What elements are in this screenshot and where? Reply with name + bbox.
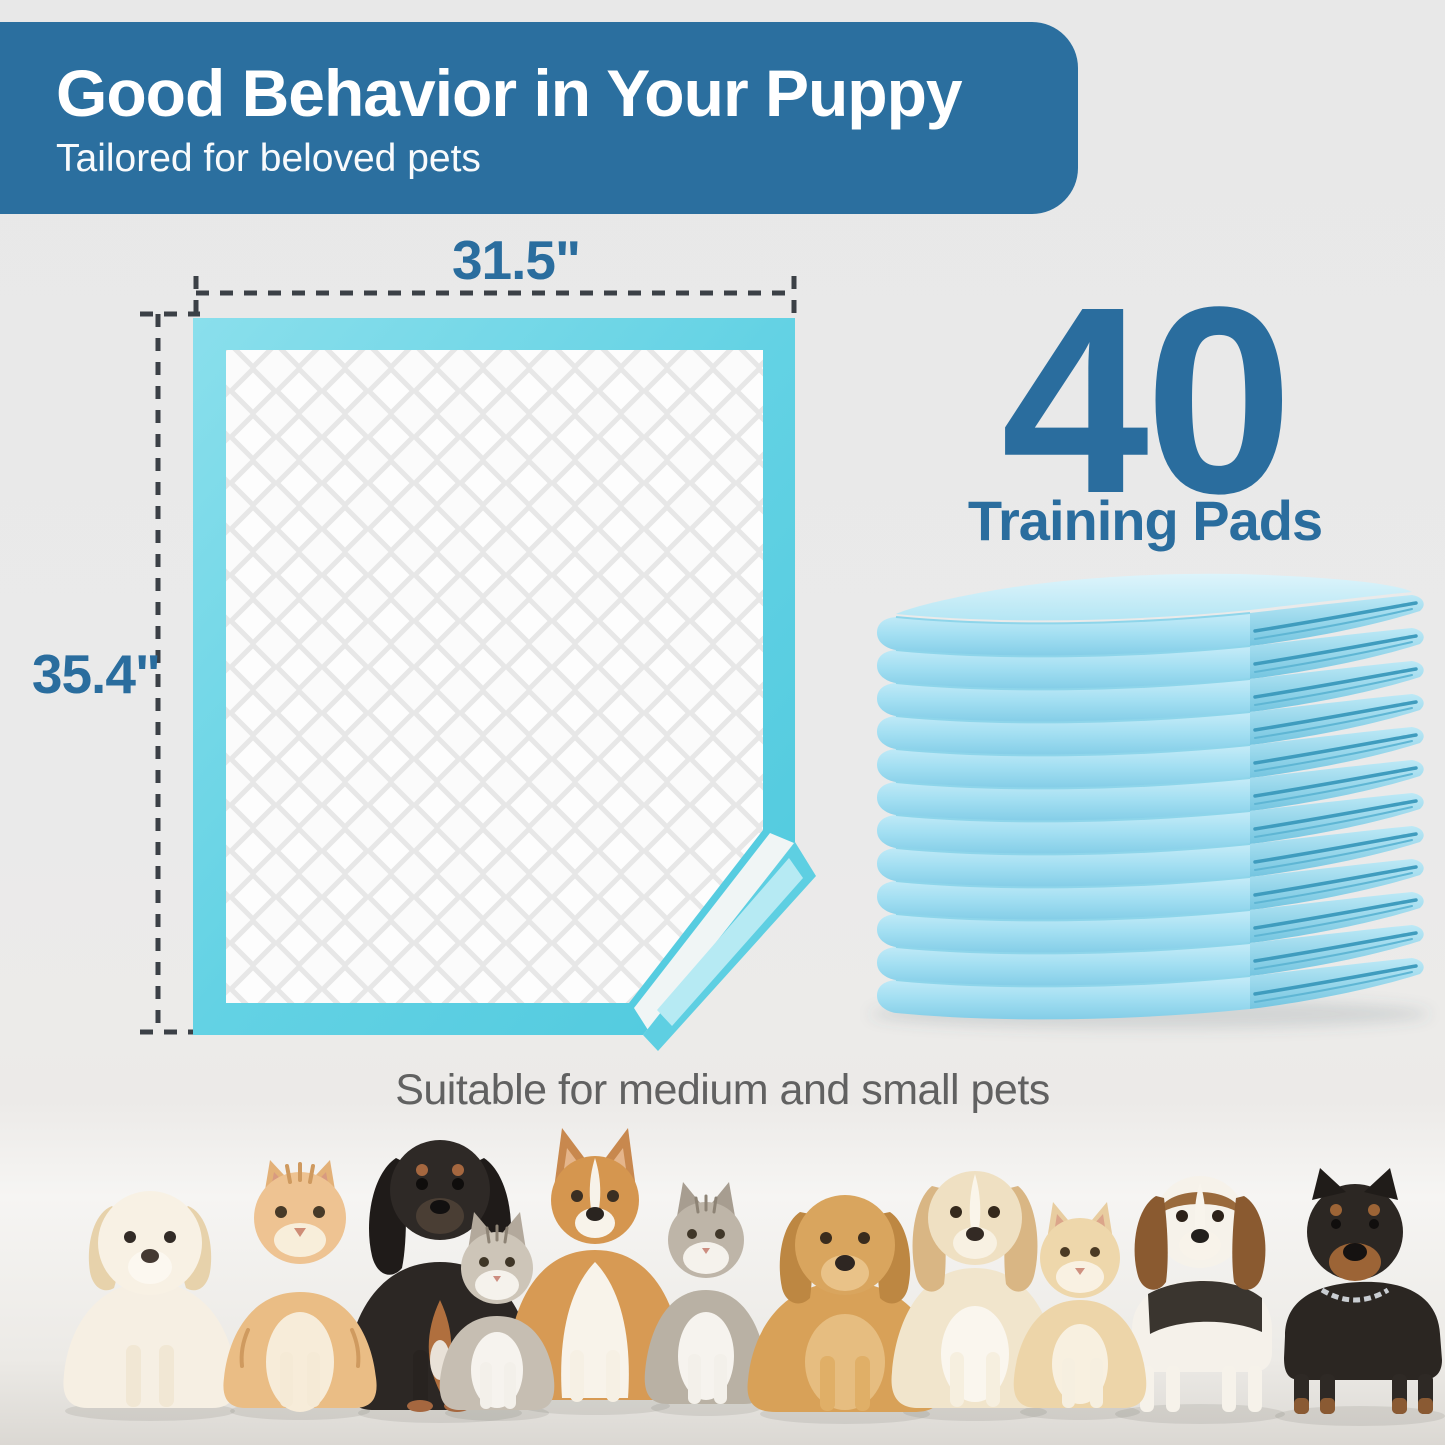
stack-top-face: [896, 573, 1412, 621]
pet-cream-puppy: [63, 1191, 237, 1408]
pad-quilted-surface: [226, 350, 763, 1003]
pad-count-number: 40: [1001, 252, 1293, 549]
pet-gray-white-cat: [644, 1182, 768, 1404]
pad-folded-corner-inner: [657, 858, 803, 1026]
title-banner: Good Behavior in Your Puppy Tailored for…: [0, 22, 1078, 214]
pad-count-label: Training Pads: [967, 489, 1323, 552]
pad-underside-sliver: [634, 833, 794, 1030]
pets-photo: [0, 1100, 1445, 1445]
pet-rottweiler: [1284, 1168, 1442, 1414]
suitability-caption: Suitable for medium and small pets: [395, 1066, 1050, 1114]
collar-chain: [1320, 1287, 1390, 1303]
pad-stack: [870, 573, 1430, 1029]
dimension-lines: [140, 276, 797, 1035]
pet-orange-tabby-cat: [223, 1160, 377, 1412]
width-measurement-label: 31.5": [451, 229, 581, 291]
pet-tricolor-beagle: [1132, 1176, 1272, 1412]
pet-cream-beagle: [891, 1171, 1059, 1408]
training-pad-flat: [193, 318, 816, 1051]
page-subtitle: Tailored for beloved pets: [56, 137, 481, 181]
pet-cream-cat: [1013, 1202, 1147, 1408]
pet-gray-tabby-kitten: [439, 1212, 555, 1410]
height-measurement-label: 35.4": [31, 643, 161, 705]
pet-corgi-dog: [507, 1128, 683, 1402]
pet-golden-retriever: [747, 1195, 943, 1412]
page-title: Good Behavior in Your Puppy: [56, 56, 963, 130]
